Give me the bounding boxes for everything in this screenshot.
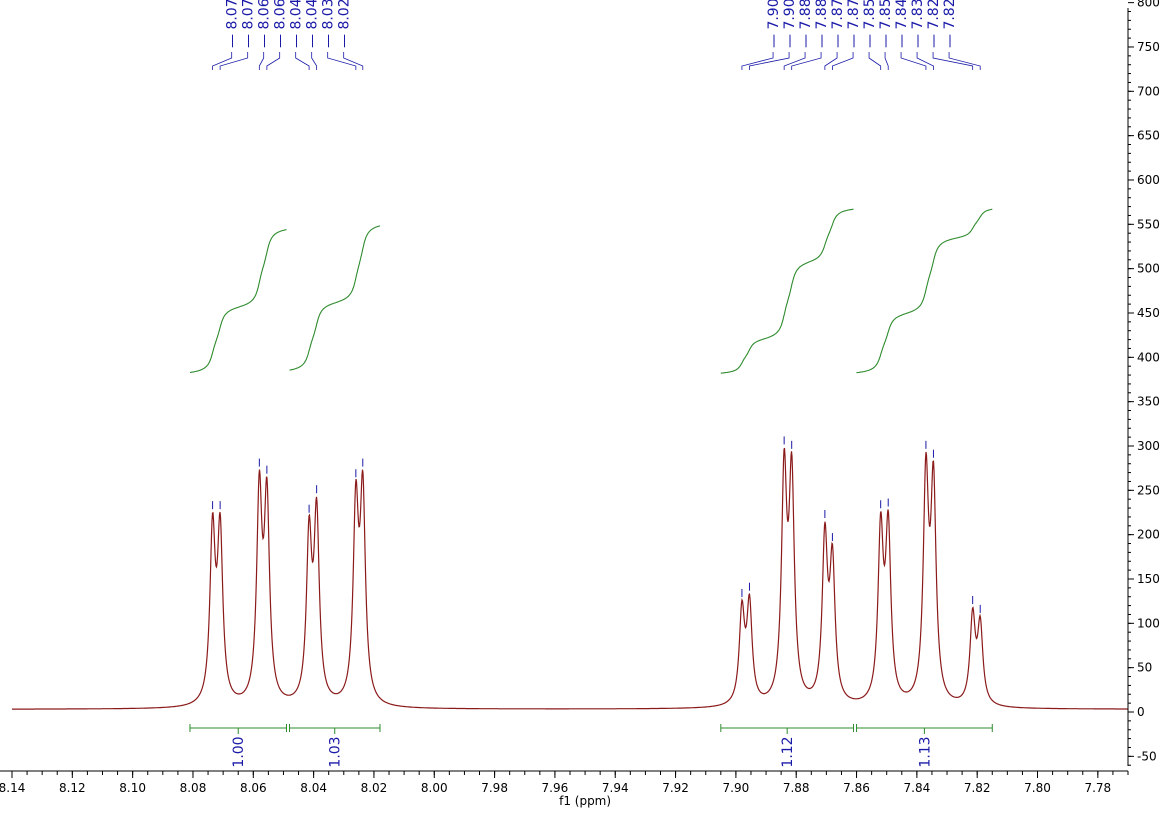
peak-label: — 8.04: [289, 0, 305, 48]
peak-label: — 7.88: [798, 0, 814, 48]
x-axis: 8.14 8.12 8.10 8.08 8.06 8.04 8.02 8.00 7.98 7.96…: [0, 770, 1129, 795]
peak-label-connector: [832, 52, 854, 70]
x-tick-label: 7.84: [904, 781, 931, 795]
peak-label: — 7.90: [766, 0, 782, 48]
x-tick-label: 8.14: [0, 781, 25, 795]
integral-curve: [289, 225, 381, 371]
y-tick-label: 250: [1137, 483, 1160, 497]
peak-label: — 8.07: [241, 0, 257, 48]
peak-label: — 7.88: [814, 0, 830, 48]
x-tick-label: 8.00: [421, 781, 448, 795]
peak-label: — 7.84: [894, 0, 910, 48]
integral-curve: [190, 229, 287, 373]
y-tick-label: 50: [1137, 661, 1152, 675]
y-tick-label: 100: [1137, 616, 1160, 630]
peak-label-connector: [343, 52, 364, 70]
peak-label-connector: [916, 52, 934, 70]
peak-label: — 7.82: [942, 0, 958, 48]
x-tick-label: 7.86: [843, 781, 870, 795]
peak-label-connector: [868, 52, 882, 70]
peak-label: — 7.87: [830, 0, 846, 48]
x-tick-label: 8.12: [59, 781, 86, 795]
peak-labels-layer: — 8.07— 8.07— 8.06— 8.06— 8.04— 8.04— 8.…: [212, 0, 981, 613]
y-tick-label: 200: [1137, 528, 1160, 542]
spectrum-line: [12, 447, 1128, 710]
integral-curve: [720, 208, 854, 374]
y-tick-label: 0: [1137, 705, 1145, 719]
y-tick-label: 750: [1137, 40, 1160, 54]
integral-value: 1.03: [328, 736, 344, 767]
peak-label-connector: [311, 52, 318, 70]
peak-label-connector: [295, 52, 310, 70]
peak-label-connector: [900, 52, 927, 70]
x-tick-label: 7.90: [723, 781, 750, 795]
y-tick-label: 300: [1137, 439, 1160, 453]
y-axis: 8508007507006506005505004504003503002502…: [1127, 0, 1160, 766]
peak-label-connector: [884, 52, 889, 70]
peak-label: — 8.06: [273, 0, 289, 48]
x-tick-label: 8.10: [119, 781, 146, 795]
y-tick-label: 150: [1137, 572, 1160, 586]
peak-label-connector: [258, 52, 265, 70]
peak-label: — 8.04: [305, 0, 321, 48]
y-tick-label: 450: [1137, 306, 1160, 320]
y-tick-label: 550: [1137, 217, 1160, 231]
x-tick-label: 7.82: [964, 781, 991, 795]
peak-label: — 8.02: [337, 0, 353, 48]
x-tick-label: 8.04: [300, 781, 327, 795]
peak-label-connector: [791, 52, 822, 70]
peak-label-connector: [741, 52, 774, 70]
peak-label: — 8.07: [225, 0, 241, 48]
y-tick-label: 650: [1137, 129, 1160, 143]
peak-label: — 8.06: [257, 0, 273, 48]
peak-label-connector: [824, 52, 838, 70]
y-tick-label: 400: [1137, 350, 1160, 364]
integral-value: 1.12: [780, 736, 796, 767]
integral-value: 1.13: [917, 736, 933, 767]
x-tick-label: 7.78: [1084, 781, 1111, 795]
peak-label-connector: [212, 52, 233, 70]
x-tick-label: 8.02: [361, 781, 388, 795]
peak-label: — 7.85: [862, 0, 878, 48]
peak-label-connector: [749, 52, 790, 70]
integral-curve: [856, 208, 993, 374]
y-tick-label: 700: [1137, 84, 1160, 98]
x-tick-label: 7.98: [481, 781, 508, 795]
y-tick-label: -50: [1137, 749, 1157, 763]
x-tick-label: 8.08: [180, 781, 207, 795]
y-tick-label: 500: [1137, 262, 1160, 276]
peak-label-connector: [932, 52, 974, 70]
x-tick-label: 7.80: [1024, 781, 1051, 795]
x-tick-label: 7.88: [783, 781, 810, 795]
peak-label: — 7.83: [910, 0, 926, 48]
peak-label: — 7.87: [846, 0, 862, 48]
y-tick-label: 800: [1137, 0, 1160, 10]
peak-label-connector: [783, 52, 806, 70]
integral-layer: 1.00 1.03 1.12 1.13: [189, 208, 993, 768]
x-axis-title: f1 (ppm): [559, 794, 611, 808]
y-tick-label: 600: [1137, 173, 1160, 187]
integral-value: 1.00: [231, 736, 247, 767]
peak-label-connector: [948, 52, 981, 70]
x-tick-label: 7.92: [662, 781, 689, 795]
peak-label: — 7.85: [878, 0, 894, 48]
peak-label: — 7.82: [926, 0, 942, 48]
peak-label-connector: [219, 52, 249, 70]
peak-label: — 7.90: [782, 0, 798, 48]
peak-label: — 8.03: [321, 0, 337, 48]
peak-label-connector: [327, 52, 357, 70]
peak-label-connector: [266, 52, 281, 70]
y-tick-label: 350: [1137, 395, 1160, 409]
x-tick-label: 7.96: [542, 781, 569, 795]
x-tick-label: 8.06: [240, 781, 267, 795]
x-tick-label: 7.94: [602, 781, 629, 795]
